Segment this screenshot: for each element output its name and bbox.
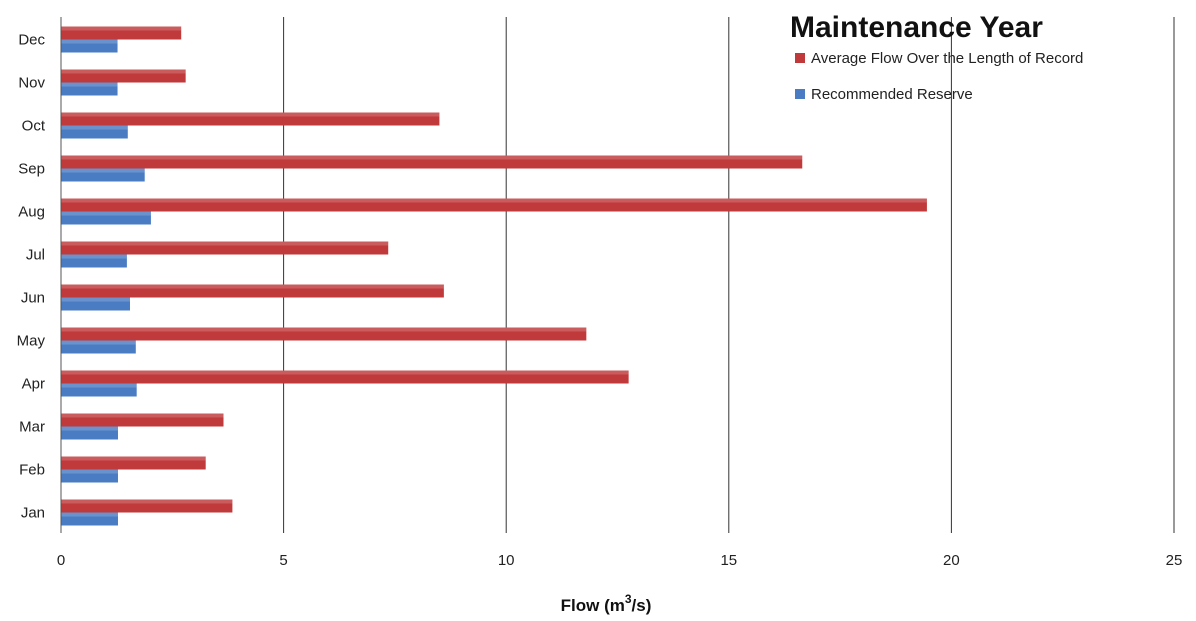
bar-average-flow	[61, 370, 629, 384]
category-label: Mar	[19, 419, 45, 436]
chart-title: Maintenance Year	[790, 11, 1043, 44]
bar-reserve	[61, 211, 151, 225]
category-label: Dec	[18, 32, 45, 49]
bar-average-flow	[61, 456, 206, 470]
bar-highlight	[61, 39, 118, 44]
category-label: Oct	[22, 118, 46, 135]
bar-reserve	[61, 39, 118, 53]
bar-average-flow	[61, 413, 224, 427]
bar-highlight	[61, 456, 206, 461]
bar-reserve	[61, 297, 131, 311]
x-tick-label: 15	[720, 552, 737, 569]
bar-average-flow	[61, 69, 186, 83]
x-axis-title-main: Flow (m	[561, 596, 625, 615]
bar-average-flow	[61, 198, 927, 212]
legend-entry: Average Flow Over the Length of Record	[811, 50, 1083, 67]
legend: Average Flow Over the Length of Record Re…	[795, 50, 1083, 103]
bar-reserve	[61, 125, 128, 139]
bar-reserve	[61, 340, 136, 354]
bar-highlight	[61, 155, 803, 160]
bar-average-flow	[61, 112, 440, 126]
bar-highlight	[61, 512, 118, 517]
bar-highlight	[61, 413, 224, 418]
bar-highlight	[61, 499, 233, 504]
bar-highlight	[61, 370, 629, 375]
bar-average-flow	[61, 155, 803, 169]
legend-swatch	[795, 53, 805, 63]
bar-highlight	[61, 198, 927, 203]
bar-reserve	[61, 426, 118, 440]
bar-highlight	[61, 383, 137, 388]
x-tick-labels: 0 5 10 15 20 25	[57, 552, 1183, 569]
bar-highlight	[61, 340, 136, 345]
bar-highlight	[61, 112, 440, 117]
category-labels: Jan Feb Mar Apr May Jun Jul Aug Sep Oct Nov Dec	[17, 32, 46, 522]
bar-reserve	[61, 168, 145, 182]
category-label: Apr	[22, 376, 45, 393]
bar-average-flow	[61, 327, 587, 341]
bar-average-flow	[61, 284, 444, 298]
bar-reserve	[61, 254, 127, 268]
bar-highlight	[61, 297, 131, 302]
x-tick-label: 10	[498, 552, 515, 569]
bar-highlight	[61, 469, 118, 474]
category-label: Feb	[19, 462, 45, 479]
bar-highlight	[61, 284, 444, 289]
bar-average-flow	[61, 241, 389, 255]
bar-highlight	[61, 211, 151, 216]
gridlines	[283, 17, 1175, 533]
x-tick-label: 25	[1166, 552, 1183, 569]
bar-highlight	[61, 168, 145, 173]
legend-swatch	[795, 89, 805, 99]
bar-highlight	[61, 125, 128, 130]
category-label: Jun	[21, 290, 45, 307]
bar-reserve	[61, 383, 137, 397]
x-tick-label: 20	[943, 552, 960, 569]
bar-highlight	[61, 69, 186, 74]
bars	[61, 26, 927, 526]
legend-entry: Recommended Reserve	[811, 86, 973, 103]
category-label: Nov	[18, 75, 45, 92]
bar-average-flow	[61, 499, 233, 513]
category-label: May	[17, 333, 46, 350]
x-axis-title-suffix: /s)	[632, 596, 652, 615]
category-label: Aug	[18, 204, 45, 221]
bar-highlight	[61, 82, 118, 87]
bar-reserve	[61, 469, 118, 483]
bar-highlight	[61, 254, 127, 259]
x-tick-label: 0	[57, 552, 65, 569]
category-label: Jan	[21, 505, 45, 522]
bar-highlight	[61, 26, 182, 31]
bar-highlight	[61, 241, 389, 246]
x-tick-label: 5	[279, 552, 287, 569]
category-label: Sep	[18, 161, 45, 178]
bar-average-flow	[61, 26, 182, 40]
x-axis-title: Flow (m3/s)	[561, 592, 652, 615]
bar-highlight	[61, 327, 587, 332]
category-label: Jul	[26, 247, 45, 264]
bar-reserve	[61, 512, 118, 526]
x-axis-title-superscript: 3	[625, 592, 632, 606]
bar-reserve	[61, 82, 118, 96]
bar-highlight	[61, 426, 118, 431]
